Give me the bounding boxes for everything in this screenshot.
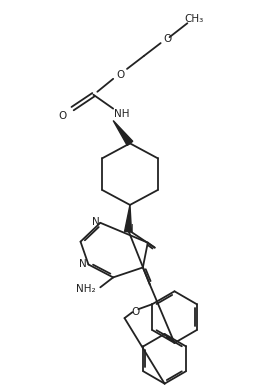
Polygon shape [113, 121, 133, 146]
Text: O: O [163, 34, 172, 44]
Text: O: O [59, 111, 67, 121]
Text: NH₂: NH₂ [76, 284, 95, 294]
Text: N: N [126, 224, 134, 234]
Text: O: O [116, 70, 124, 80]
Text: CH₃: CH₃ [185, 14, 204, 24]
Text: NH: NH [114, 109, 130, 119]
Text: N: N [79, 260, 86, 270]
Polygon shape [125, 205, 132, 232]
Text: O: O [131, 307, 140, 317]
Text: N: N [91, 217, 99, 227]
